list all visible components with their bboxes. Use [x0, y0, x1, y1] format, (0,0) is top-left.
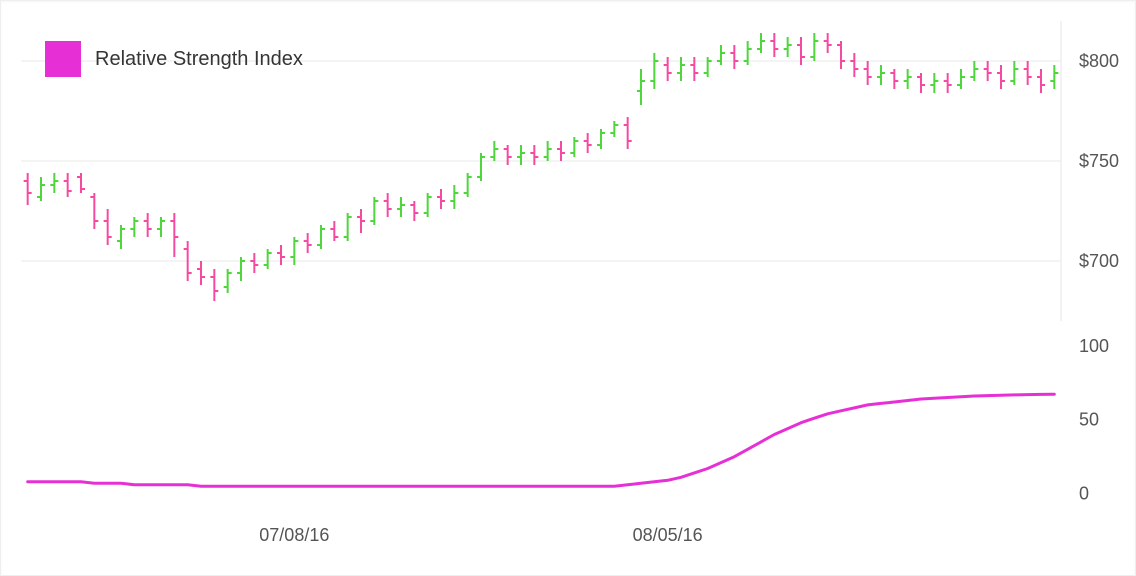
svg-text:100: 100	[1079, 336, 1109, 356]
svg-text:$800: $800	[1079, 51, 1119, 71]
legend-swatch	[45, 41, 81, 77]
svg-text:$700: $700	[1079, 251, 1119, 271]
price-rsi-chart: $700 $750 $800 0 50 100 07/08/16 08/05/16	[1, 1, 1136, 576]
svg-text:0: 0	[1079, 484, 1089, 504]
svg-text:08/05/16: 08/05/16	[633, 525, 703, 545]
svg-text:50: 50	[1079, 410, 1099, 430]
legend-label: Relative Strength Index	[95, 48, 303, 71]
legend: Relative Strength Index	[45, 41, 303, 77]
chart-frame: Relative Strength Index $700 $750 $800 0 50 1…	[0, 0, 1136, 576]
svg-text:$750: $750	[1079, 151, 1119, 171]
svg-text:07/08/16: 07/08/16	[259, 525, 329, 545]
